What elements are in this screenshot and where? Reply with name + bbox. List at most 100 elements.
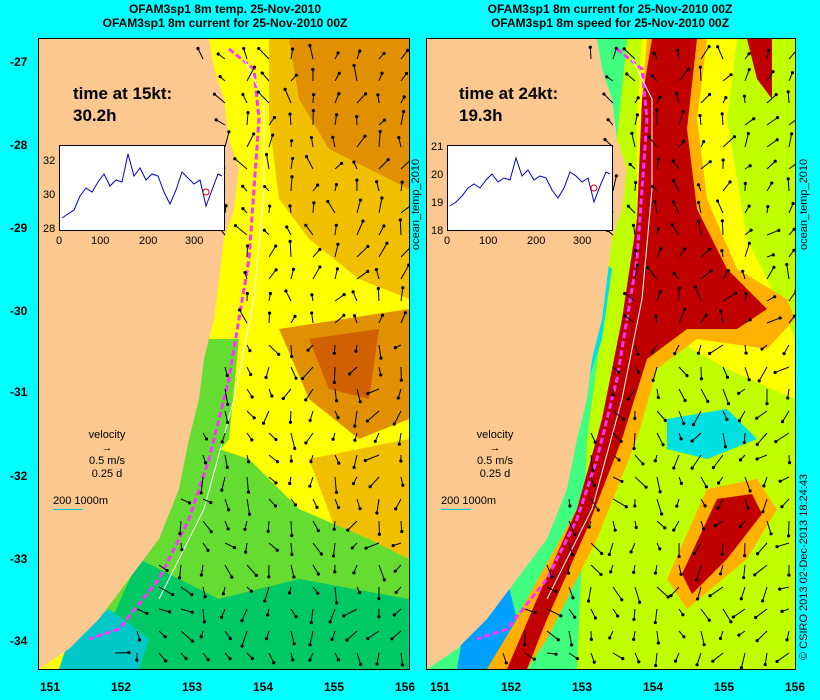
current-arrow	[678, 111, 684, 126]
cool-region-2	[89, 559, 409, 669]
current-arrow-head	[220, 440, 224, 444]
timeseries-line	[61, 153, 223, 219]
current-arrow-head	[686, 67, 690, 71]
current-arrow	[224, 388, 229, 405]
current-arrow-head	[165, 568, 169, 573]
current-arrow-head	[244, 550, 248, 554]
current-arrow	[670, 586, 680, 596]
current-arrow	[612, 498, 627, 508]
current-arrow-head	[719, 309, 723, 313]
current-arrow	[289, 114, 292, 126]
current-arrow-head	[626, 204, 630, 208]
current-arrow-head	[791, 201, 795, 206]
current-arrow	[697, 221, 702, 236]
current-arrow	[309, 630, 314, 645]
current-arrow-head	[311, 67, 315, 72]
current-arrow	[722, 432, 726, 447]
current-arrow-head	[288, 420, 292, 424]
current-arrow-head	[331, 554, 336, 558]
current-arrow	[312, 520, 319, 531]
current-arrow-head	[771, 253, 775, 257]
current-arrow-head	[196, 46, 200, 51]
current-arrow-head	[393, 569, 397, 573]
x-tick: 156	[784, 680, 806, 694]
current-arrow	[369, 476, 380, 487]
current-arrow	[334, 268, 338, 280]
current-arrow-head	[769, 532, 773, 536]
current-arrow-head	[336, 505, 341, 510]
current-arrow	[158, 564, 168, 572]
current-arrow	[290, 630, 295, 644]
current-arrow	[676, 93, 680, 104]
current-arrow	[312, 564, 319, 575]
right-side-label: ocean_temp_2010	[798, 158, 810, 250]
current-arrow-head	[206, 548, 210, 552]
current-arrow-head	[261, 421, 266, 425]
current-arrow	[700, 248, 711, 258]
current-arrow	[766, 520, 772, 534]
current-arrow-head	[632, 570, 636, 574]
current-arrow-head	[743, 181, 747, 186]
current-arrow-head	[246, 490, 251, 494]
inset-xtick: 300	[185, 235, 204, 247]
current-arrow-head	[652, 51, 656, 55]
current-arrow	[400, 206, 409, 214]
current-arrow	[699, 67, 702, 82]
current-arrow	[224, 410, 229, 423]
current-arrow-head	[786, 396, 790, 400]
current-arrow-head	[571, 596, 575, 600]
current-arrow	[327, 201, 336, 214]
current-arrow	[266, 154, 270, 170]
current-arrow-head	[336, 658, 340, 662]
current-arrow-head	[304, 155, 309, 159]
current-arrow-head	[358, 400, 362, 404]
current-arrow	[788, 51, 795, 60]
current-arrow-head	[294, 615, 298, 619]
depth-legend-line	[441, 509, 471, 510]
current-arrow-head	[250, 395, 254, 399]
current-arrow-head	[319, 552, 324, 556]
current-arrow	[334, 93, 340, 104]
current-arrow	[766, 117, 778, 126]
current-arrow-head	[638, 600, 642, 604]
current-arrow-head	[720, 219, 724, 223]
current-arrow	[788, 119, 795, 126]
current-arrow	[289, 410, 292, 423]
current-arrow-head	[672, 466, 676, 470]
current-arrow	[400, 264, 409, 280]
current-arrow-head	[374, 268, 379, 272]
current-arrow	[354, 410, 358, 427]
current-arrow	[224, 454, 228, 468]
current-arrow-head	[724, 95, 728, 100]
current-arrow-head	[219, 615, 224, 619]
current-arrow	[634, 586, 641, 603]
current-arrow-head	[743, 553, 747, 558]
current-arrow-head	[209, 529, 213, 534]
current-arrow	[284, 89, 292, 104]
current-arrow-head	[711, 659, 715, 663]
current-arrow	[546, 608, 562, 617]
current-arrow-head	[271, 133, 275, 137]
current-arrow-head	[316, 572, 320, 576]
current-arrow-head	[679, 481, 684, 485]
current-arrow-head	[556, 638, 560, 642]
current-arrow-head	[306, 348, 310, 352]
x-tick: 156	[394, 680, 416, 694]
current-arrow	[722, 181, 731, 192]
current-arrow-head	[342, 313, 346, 317]
current-arrow-head	[787, 573, 791, 577]
current-arrow-head	[620, 598, 624, 602]
left-title: OFAM3sp1 8m temp. 25-Nov-2010 OFAM3sp1 8…	[40, 2, 410, 30]
current-arrow-head	[285, 225, 289, 229]
right-title-line2: OFAM3sp1 8m speed for 25-Nov-2010 00Z	[490, 16, 730, 30]
current-arrow-head	[290, 156, 295, 161]
current-arrow-head	[288, 204, 292, 208]
current-arrow-head	[741, 269, 745, 273]
current-marker	[590, 184, 598, 192]
current-arrow-head	[673, 659, 678, 663]
current-arrow-head	[754, 615, 758, 620]
current-arrow-head	[778, 316, 782, 320]
current-arrow-head	[671, 200, 675, 204]
current-arrow	[633, 608, 636, 620]
current-arrow-head	[380, 196, 384, 200]
